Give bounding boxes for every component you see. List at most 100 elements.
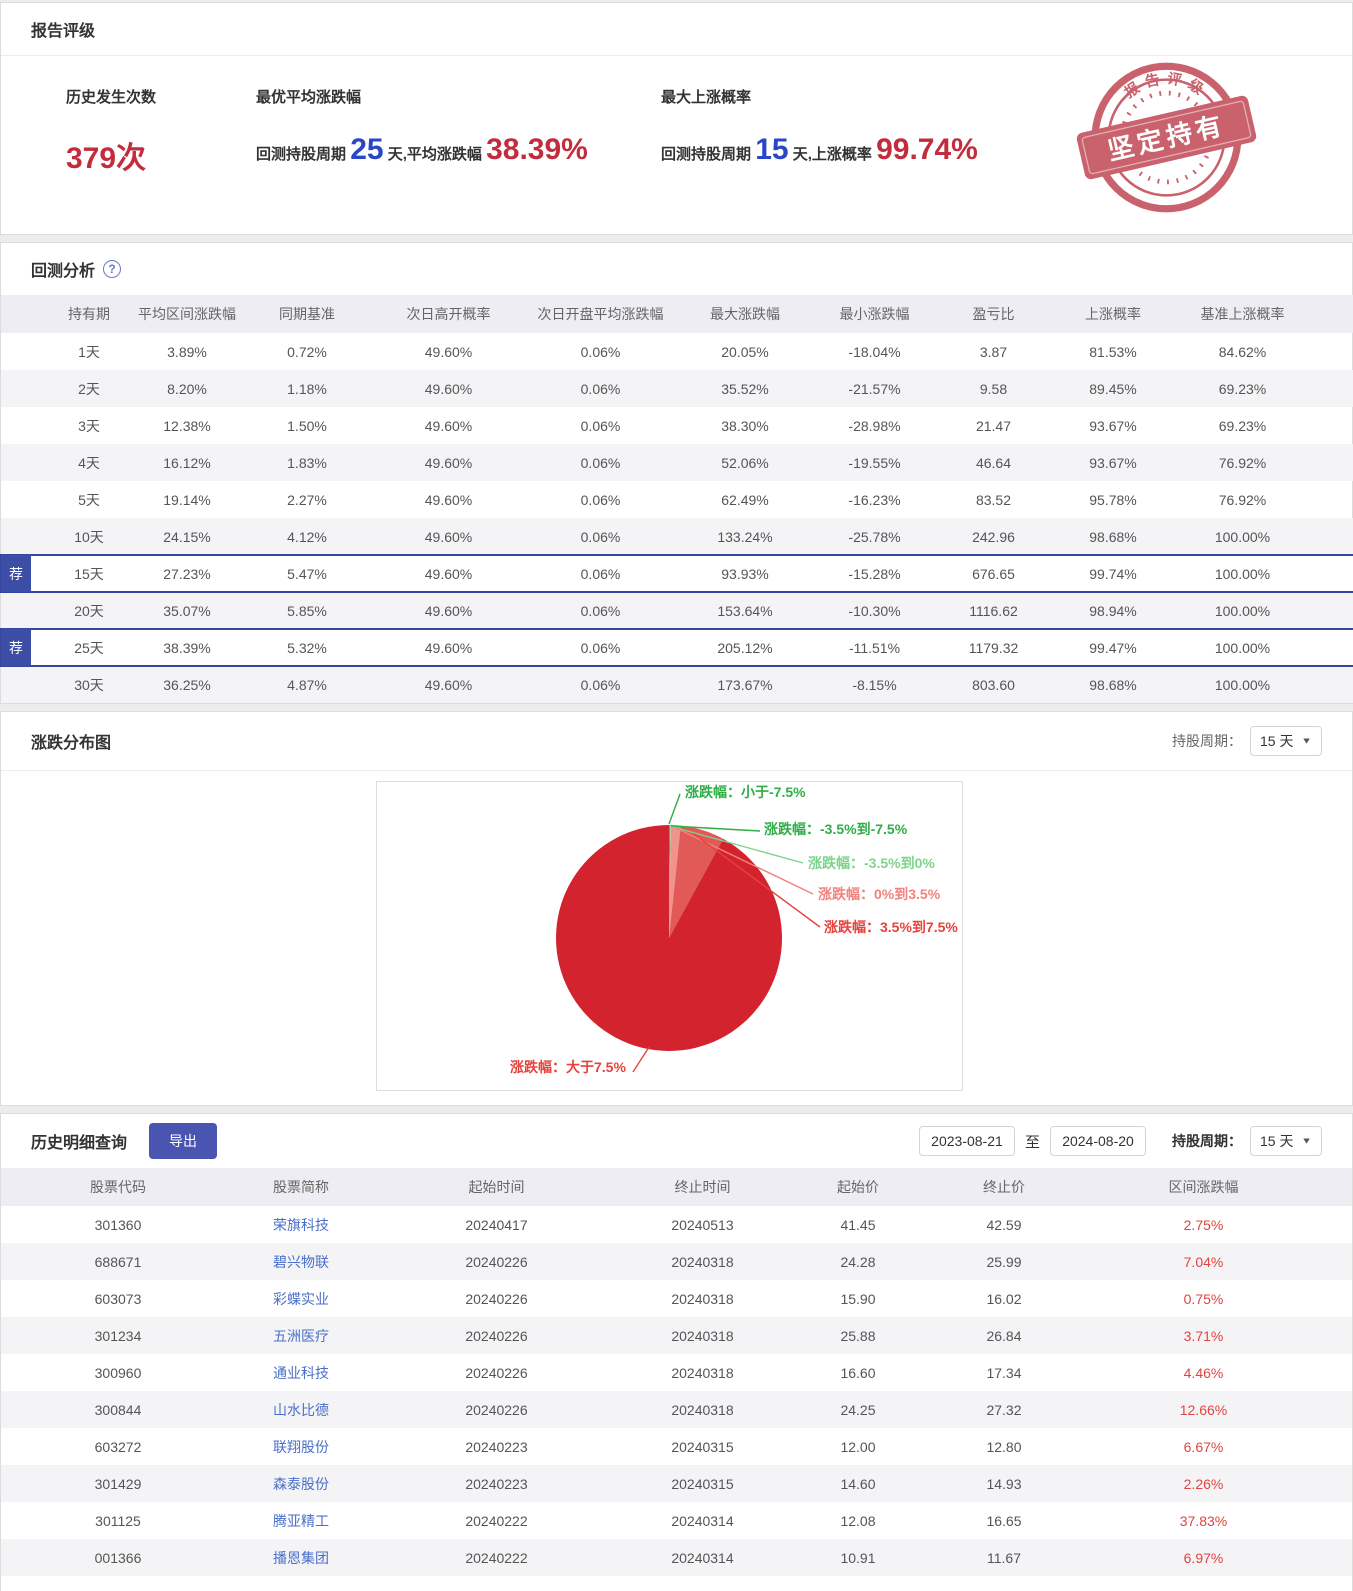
- stock-name-link[interactable]: 彩蝶实业: [273, 1290, 329, 1307]
- distribution-header: 涨跌分布图 持股周期： 15 天 ▼: [1, 712, 1352, 771]
- stat-max-probability-value: 99.74%: [876, 133, 978, 166]
- backtest-row: 1天 3.89% 0.72% 49.60% 0.06% 20.05% -18.04% 3.87…: [78, 343, 1267, 360]
- holding-period-cell: 20天: [74, 602, 104, 619]
- history-column-header: 起始时间: [395, 1168, 598, 1206]
- pie-slice: [669, 825, 681, 938]
- history-column-header: 终止时间: [598, 1168, 783, 1206]
- stock-name-link[interactable]: 播恩集团: [273, 1549, 329, 1566]
- range-change-value: 12.66%: [1179, 1401, 1228, 1418]
- backtest-column-header: 最小涨跌幅: [813, 295, 936, 333]
- range-change-value: 7.04%: [1183, 1253, 1224, 1270]
- backtest-column-header: 次日开盘平均涨跌幅: [524, 295, 677, 333]
- history-header: 历史明细查询 导出 2023-08-21 至 2024-08-20 持股周期： …: [1, 1114, 1352, 1168]
- hold-firmly-stamp: 报告评级 坚定持有: [1076, 60, 1257, 215]
- holding-period-cell: 15天: [74, 565, 104, 582]
- backtest-section: 回测分析 ? 持有期 平均区间涨跌幅 同期基准 次日高开概率 次日开盘平均涨跌幅 最大涨跌…: [0, 242, 1353, 704]
- pie-label: 涨跌幅：-3.5%到-7.5%: [764, 821, 908, 837]
- stat-occurrences: 历史发生次数 379次: [66, 86, 156, 177]
- history-section: 历史明细查询 导出 2023-08-21 至 2024-08-20 持股周期： …: [0, 1113, 1353, 1591]
- backtest-row-recommended: 荐 15天 27.23% 5.47% 49.60% 0.06% 93.93% -15.28% 6…: [0, 554, 1353, 593]
- backtest-row: 10天 24.15% 4.12% 49.60% 0.06% 133.24% -25.78% 2…: [1, 518, 1353, 555]
- backtest-header-row: 持有期 平均区间涨跌幅 同期基准 次日高开概率 次日开盘平均涨跌幅 最大涨跌幅 最小涨跌幅盈…: [1, 295, 1353, 333]
- history-row: 688671 碧兴物联 20240226 20240318 24.28 25.99 7.04…: [1, 1243, 1352, 1280]
- history-row: 301429 森泰股份 20240223 20240315 14.60 14.93 2.26…: [1, 1465, 1352, 1502]
- history-row: 300844 山水比德 20240226 20240318 24.25 27.32 12.6…: [1, 1391, 1352, 1428]
- stock-name-link[interactable]: 联翔股份: [273, 1438, 329, 1455]
- backtest-table: 持有期 平均区间涨跌幅 同期基准 次日高开概率 次日开盘平均涨跌幅 最大涨跌幅 最小涨跌幅盈…: [0, 295, 1353, 703]
- backtest-row: 4天 16.12% 1.83% 49.60% 0.06% 52.06% -19.55% 46.…: [1, 444, 1353, 481]
- stock-name-link[interactable]: 荣旗科技: [273, 1216, 329, 1233]
- holding-period-cell: 5天: [78, 491, 100, 508]
- distribution-period-label: 持股周期：: [1172, 733, 1242, 749]
- stock-name-link[interactable]: 碧兴物联: [273, 1253, 329, 1270]
- stat-best-return-value: 38.39%: [486, 133, 588, 166]
- backtest-row: 2天 8.20% 1.18% 49.60% 0.06% 35.52% -21.57% 9.58…: [1, 370, 1353, 407]
- pie-label: 涨跌幅：-3.5%到0%: [808, 855, 935, 871]
- report-rating-body: 历史发生次数 379次 最优平均涨跌幅 回测持股周期 25 天,平均涨跌幅 38…: [1, 56, 1352, 234]
- history-header-row: 股票代码 股票简称 起始时间 终止时间 起始价 终止价 区间涨跌幅: [1, 1168, 1352, 1206]
- report-rating-section: 报告评级 历史发生次数 379次 最优平均涨跌幅 回测持股周期 25 天,平均涨…: [0, 2, 1353, 235]
- pie-chart-svg: [556, 793, 821, 1073]
- stock-name-link[interactable]: 五洲医疗: [273, 1327, 329, 1344]
- stock-name-link[interactable]: 山水比德: [273, 1401, 329, 1418]
- stock-name-link[interactable]: 森泰股份: [273, 1475, 329, 1492]
- holding-period-cell: 2天: [78, 380, 100, 397]
- recommend-badge: 荐: [1, 555, 31, 592]
- history-period-value: 15 天: [1260, 1133, 1294, 1149]
- pie-leader-line: [632, 1046, 650, 1073]
- date-from-input[interactable]: 2023-08-21: [918, 1126, 1015, 1156]
- pie-chart: 涨跌幅：小于-7.5% 涨跌幅：-3.5%到-7.5% 涨跌幅：-3.5%到0% 涨跌…: [376, 781, 963, 1091]
- stat-occurrences-label: 历史发生次数: [66, 89, 157, 106]
- stock-name-link[interactable]: 腾亚精工: [273, 1512, 329, 1529]
- backtest-column-header: 上涨概率: [1051, 295, 1175, 333]
- holding-period-cell: 3天: [78, 417, 100, 434]
- pie-leader-line: [672, 826, 804, 864]
- backtest-row-recommended: 荐 25天 38.39% 5.32% 49.60% 0.06% 205.12% -11.51%…: [0, 628, 1353, 667]
- stat-best-return-mid: 天,平均涨跌幅: [387, 146, 482, 163]
- pie-slice: [669, 825, 671, 938]
- history-column-header: 终止价: [933, 1168, 1103, 1206]
- history-period-select[interactable]: 15 天 ▼: [1250, 1126, 1322, 1156]
- holding-period-cell: 1天: [78, 343, 100, 360]
- stat-max-probability-label: 最大上涨概率: [661, 89, 752, 106]
- stat-max-probability-days: 15: [755, 133, 789, 166]
- pie-label: 涨跌幅：小于-7.5%: [685, 784, 806, 800]
- range-change-value: 0.75%: [1183, 1290, 1224, 1307]
- distribution-period-select[interactable]: 15 天 ▼: [1250, 726, 1322, 756]
- date-range-to-label: 至: [1024, 1133, 1040, 1151]
- distribution-chart-wrap: 涨跌幅：小于-7.5% 涨跌幅：-3.5%到-7.5% 涨跌幅：-3.5%到0% 涨跌…: [1, 771, 1352, 1105]
- help-icon[interactable]: ?: [103, 260, 122, 278]
- history-row: 300960 通业科技 20240226 20240318 16.60 17.34 4.46…: [94, 1364, 1224, 1381]
- history-row: 001366 播恩集团 20240222 20240314 10.91 11.67 6.97…: [1, 1539, 1352, 1576]
- range-change-value: 4.46%: [1183, 1364, 1224, 1381]
- recommend-badge: 荐: [1, 629, 31, 666]
- stat-best-return-label: 最优平均涨跌幅: [256, 89, 362, 106]
- range-change-value: 6.97%: [1183, 1549, 1224, 1566]
- history-row: 301360 荣旗科技 20240417 20240513 41.45 42.59 2.75…: [94, 1216, 1224, 1233]
- history-title: 历史明细查询: [31, 1135, 128, 1152]
- pie-leader-line: [675, 827, 814, 895]
- backtest-column-header: 基准上涨概率: [1175, 295, 1353, 333]
- stat-max-probability: 最大上涨概率 回测持股周期 15 天,上涨概率 99.74%: [661, 86, 978, 167]
- range-change-value: 2.26%: [1183, 1475, 1224, 1492]
- range-change-value: 37.83%: [1179, 1512, 1228, 1529]
- chevron-down-icon: ▼: [1301, 1136, 1312, 1146]
- backtest-row: 30天 36.25% 4.87% 49.60% 0.06% 173.67% -8.15% 80…: [1, 666, 1353, 703]
- stock-name-link[interactable]: 通业科技: [273, 1364, 329, 1381]
- stat-best-return: 最优平均涨跌幅 回测持股周期 25 天,平均涨跌幅 38.39%: [256, 86, 588, 167]
- history-row: 603272 联翔股份 20240223 20240315 12.00 12.80 6.67…: [94, 1438, 1224, 1455]
- pie-slice: [669, 825, 671, 938]
- history-row: 603073 彩蝶实业 20240226 20240318 15.90 16.02 0.75…: [94, 1290, 1224, 1307]
- date-to-input[interactable]: 2024-08-20: [1050, 1126, 1146, 1156]
- backtest-column-header: 次日高开概率: [373, 295, 524, 333]
- backtest-column-header: 平均区间涨跌幅: [133, 295, 241, 333]
- pie-label: 涨跌幅：3.5%到7.5%: [824, 919, 958, 935]
- pie-leader-line: [693, 833, 821, 928]
- stamp-seal-icon: 报告评级 坚定持有: [1076, 62, 1257, 213]
- history-column-header: 区间涨跌幅: [1103, 1168, 1352, 1206]
- history-column-header: 股票简称: [207, 1168, 395, 1206]
- stat-occurrences-value: 379次: [66, 142, 147, 175]
- export-button[interactable]: 导出: [149, 1123, 218, 1159]
- holding-period-cell: 10天: [74, 528, 104, 545]
- backtest-row: 5天 19.14% 2.27% 49.60% 0.06% 62.49% -16.23% 83.…: [78, 491, 1267, 508]
